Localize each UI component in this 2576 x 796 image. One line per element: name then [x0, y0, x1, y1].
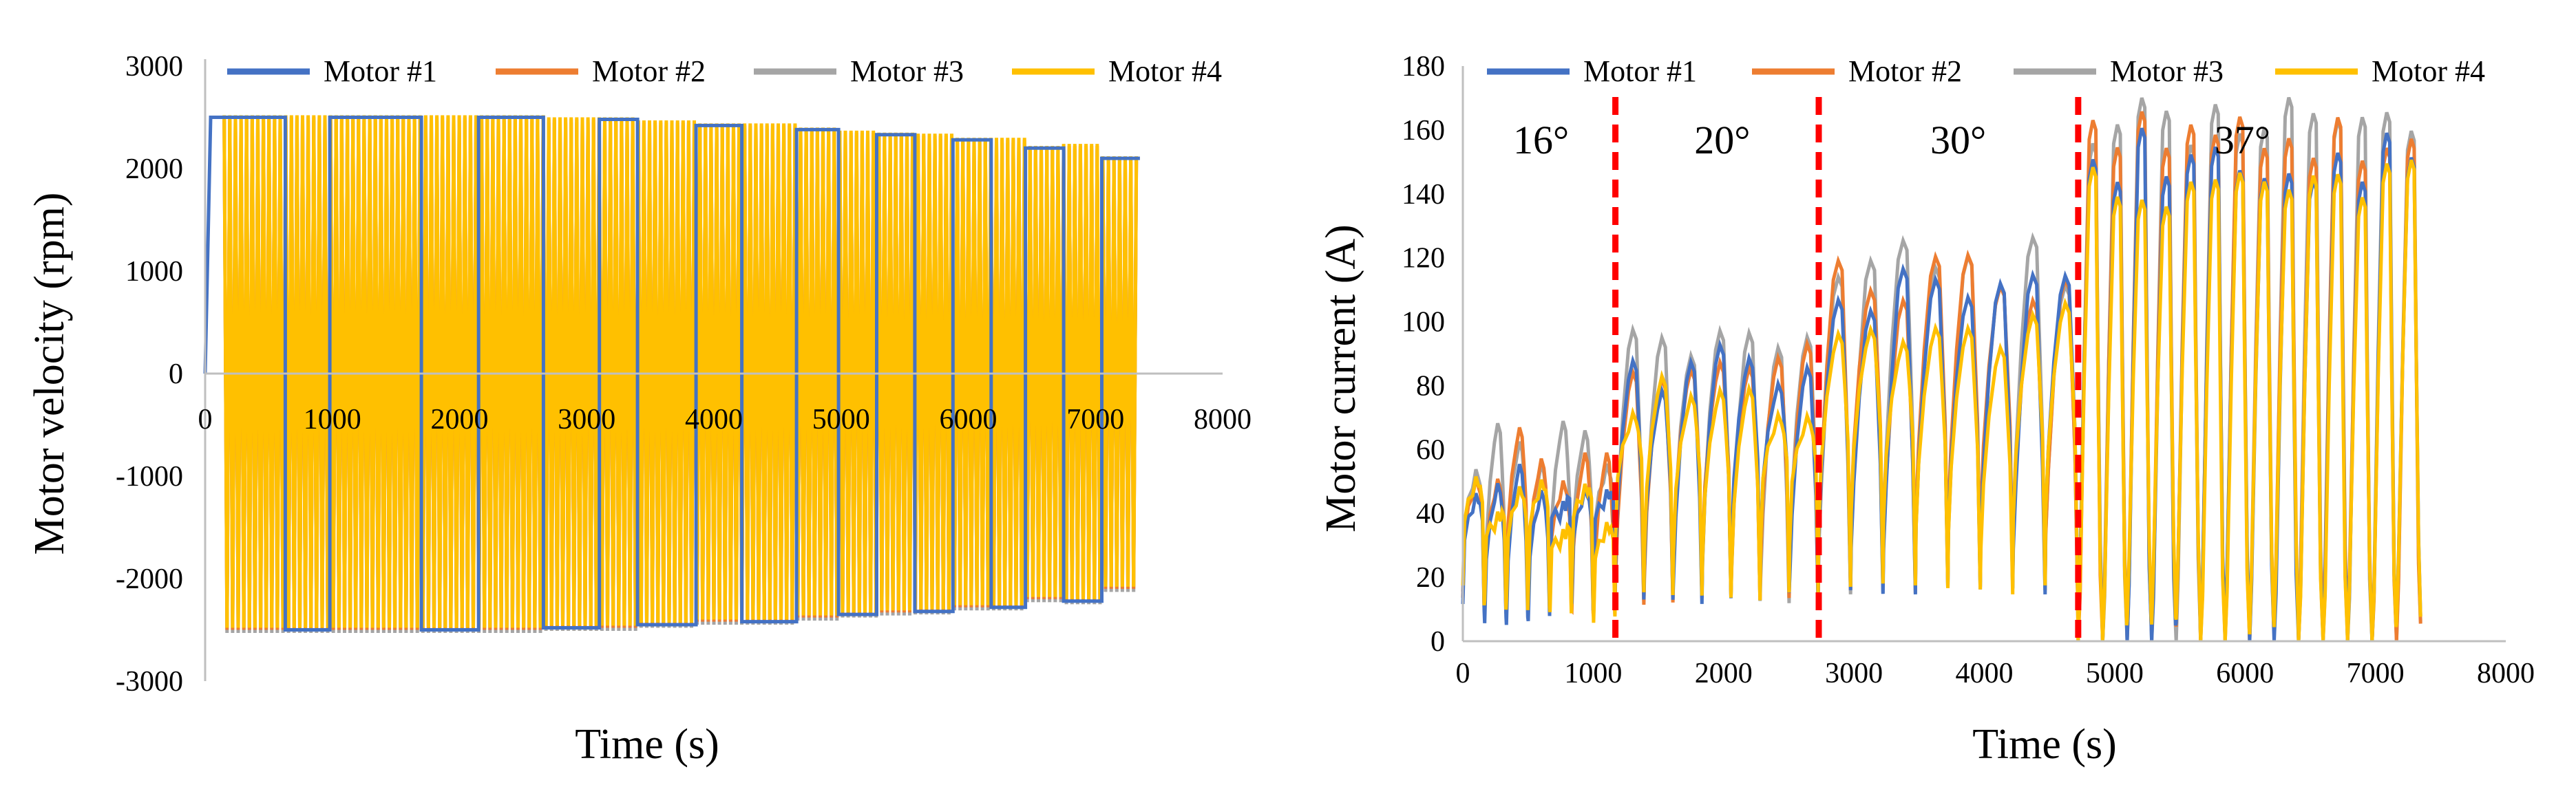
y-tick-label: 0 [1430, 626, 1445, 658]
velocity-y-ticks: -3000 -2000 -1000 0 1000 2000 3000 [116, 51, 183, 698]
x-tick-label: 3000 [558, 404, 615, 435]
y-tick-label: 0 [169, 358, 183, 390]
y-tick-label: 120 [1402, 243, 1445, 275]
x-tick-label: 1000 [1564, 658, 1622, 689]
x-tick-label: 8000 [2477, 658, 2535, 689]
y-tick-label: 20 [1416, 562, 1445, 594]
x-tick-label: 5000 [812, 404, 870, 435]
x-tick-label: 2000 [1695, 658, 1753, 689]
current-y-ticks: 0 20 40 60 80 100 120 140 160 180 [1402, 51, 1445, 658]
current-legend: Motor #1 Motor #2 Motor #3 Motor #4 [1487, 54, 2485, 88]
x-tick-label: 3000 [1825, 658, 1883, 689]
velocity-x-axis-title: Time (s) [575, 721, 719, 768]
x-tick-label: 4000 [1956, 658, 2014, 689]
legend-label-motor3: Motor #3 [850, 54, 964, 88]
x-tick-label: 2000 [431, 404, 489, 435]
y-tick-label: 1000 [125, 256, 183, 288]
velocity-series-line-motor1 [203, 116, 1140, 632]
legend-label-motor1: Motor #1 [324, 54, 437, 88]
y-tick-label: 140 [1402, 179, 1445, 211]
x-tick-label: 1000 [304, 404, 361, 435]
x-tick-label: 4000 [685, 404, 743, 435]
velocity-series-line-motor4 [222, 115, 1139, 628]
legend-label-motor4: Motor #4 [1108, 54, 1222, 88]
x-tick-label: 6000 [2216, 658, 2274, 689]
angle-annotation: 16° [1513, 118, 1569, 162]
legend-label-motor2: Motor #2 [592, 54, 706, 88]
x-tick-label: 5000 [2086, 658, 2144, 689]
legend-label-motor2: Motor #2 [1848, 54, 1962, 88]
current-y-axis-title: Motor current (A) [1318, 224, 1364, 533]
y-tick-label: -1000 [116, 461, 183, 493]
current-x-axis-title: Time (s) [1972, 721, 2117, 768]
y-tick-label: -3000 [116, 666, 183, 698]
x-tick-label: 0 [1456, 658, 1470, 689]
y-tick-label: 40 [1416, 498, 1445, 530]
angle-annotations: 16° 20° 30° 37° [1513, 118, 2270, 162]
angle-annotation: 30° [1930, 118, 1986, 162]
current-x-ticks: 0 1000 2000 3000 4000 5000 6000 7000 8000 [1456, 658, 2535, 689]
y-tick-label: 3000 [125, 51, 183, 83]
y-tick-label: 2000 [125, 153, 183, 185]
x-tick-label: 6000 [940, 404, 997, 435]
legend-label-motor1: Motor #1 [1583, 54, 1697, 88]
legend-label-motor4: Motor #4 [2372, 54, 2485, 88]
current-series [1461, 96, 2422, 642]
x-tick-label: 7000 [1066, 404, 1124, 435]
y-tick-label: 160 [1402, 115, 1445, 147]
velocity-legend: Motor #1 Motor #2 Motor #3 Motor #4 [227, 54, 1222, 88]
velocity-x-ticks: 0 1000 2000 3000 4000 5000 6000 7000 8000 [198, 404, 1252, 435]
velocity-y-axis-title: Motor velocity (rpm) [26, 193, 73, 555]
current-chart: Motor #1 Motor #2 Motor #3 Motor #4 16° 2… [1318, 51, 2535, 768]
angle-annotation: 20° [1694, 118, 1750, 162]
angle-dividers [1612, 97, 2082, 641]
x-tick-label: 7000 [2347, 658, 2405, 689]
y-tick-label: -2000 [116, 563, 183, 595]
y-tick-label: 80 [1416, 370, 1445, 402]
angle-annotation: 37° [2215, 118, 2270, 162]
velocity-axes [204, 59, 1223, 681]
velocity-chart: Motor #1 Motor #2 Motor #3 Motor #4 -300… [26, 51, 1252, 768]
y-tick-label: 180 [1402, 51, 1445, 83]
x-tick-label: 0 [198, 404, 213, 435]
velocity-series [203, 115, 1140, 634]
y-tick-label: 60 [1416, 434, 1445, 466]
x-tick-label: 8000 [1194, 404, 1252, 435]
legend-label-motor3: Motor #3 [2110, 54, 2224, 88]
current-axes [1461, 66, 2506, 643]
current-series-line-motor4 [1461, 159, 2422, 642]
y-tick-label: 100 [1402, 307, 1445, 338]
